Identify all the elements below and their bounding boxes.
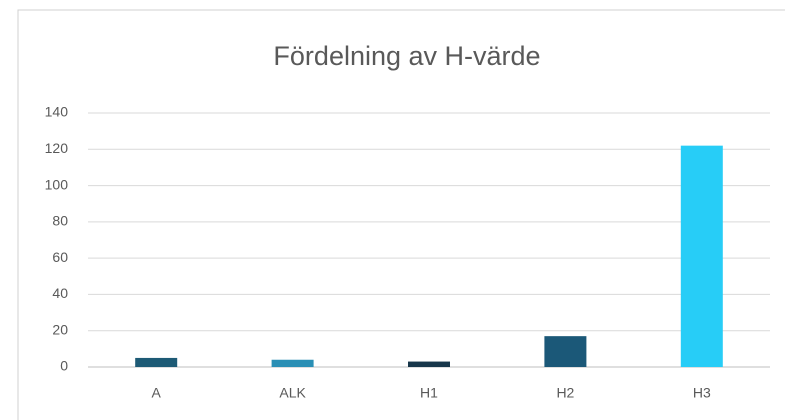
chart-title: Fördelning av H-värde [273, 41, 540, 71]
x-tick-label: ALK [279, 385, 306, 401]
y-tick-label: 140 [45, 104, 69, 120]
bar [680, 145, 723, 367]
x-tick-label: H3 [693, 385, 711, 401]
y-tick-label: 100 [45, 176, 69, 192]
x-tick-label: H2 [556, 385, 574, 401]
y-tick-label: 60 [52, 249, 68, 265]
x-tick-label: H1 [420, 385, 438, 401]
bar [408, 361, 450, 367]
chart-border [17, 9, 785, 420]
y-tick-label: 120 [45, 140, 69, 156]
bar [271, 359, 314, 367]
bar [544, 336, 587, 367]
y-tick-label: 20 [52, 321, 68, 337]
y-tick-label: 80 [52, 213, 68, 229]
x-tick-label: A [152, 385, 162, 401]
bar [135, 357, 178, 367]
y-tick-label: 40 [52, 285, 68, 301]
y-tick-label: 0 [60, 358, 68, 374]
